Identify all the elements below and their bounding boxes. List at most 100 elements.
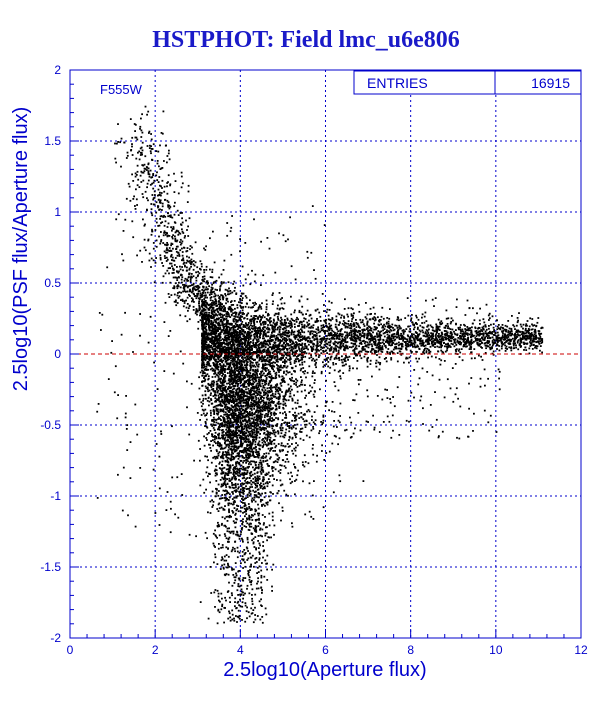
data-point bbox=[196, 295, 199, 298]
data-point bbox=[212, 439, 214, 442]
data-point bbox=[165, 256, 168, 259]
data-point bbox=[212, 444, 214, 447]
data-point bbox=[350, 421, 353, 424]
data-point bbox=[242, 461, 244, 464]
data-point bbox=[203, 302, 206, 305]
data-point bbox=[250, 384, 253, 386]
data-point bbox=[304, 355, 307, 358]
data-point bbox=[274, 395, 277, 398]
data-point bbox=[281, 449, 284, 452]
data-point bbox=[271, 467, 273, 470]
data-point bbox=[215, 469, 218, 472]
data-point bbox=[214, 529, 216, 532]
data-point bbox=[479, 338, 481, 340]
data-point bbox=[291, 379, 293, 382]
data-point bbox=[137, 178, 140, 181]
data-point bbox=[224, 374, 226, 376]
data-point bbox=[262, 345, 265, 348]
data-point bbox=[294, 309, 296, 312]
data-point bbox=[375, 351, 378, 353]
data-point bbox=[180, 186, 183, 189]
data-point bbox=[435, 323, 438, 326]
data-point bbox=[214, 556, 217, 559]
data-point bbox=[240, 501, 243, 503]
data-point bbox=[188, 217, 191, 220]
data-point bbox=[234, 605, 236, 608]
data-point bbox=[267, 363, 270, 366]
data-point bbox=[246, 313, 249, 316]
data-point bbox=[263, 394, 265, 397]
data-point bbox=[470, 339, 473, 342]
data-point bbox=[203, 312, 206, 315]
data-point bbox=[319, 330, 322, 333]
data-point bbox=[139, 467, 142, 469]
data-point bbox=[124, 218, 127, 221]
data-point bbox=[252, 418, 255, 421]
data-point bbox=[254, 478, 257, 480]
data-point bbox=[260, 284, 262, 286]
data-point bbox=[244, 565, 247, 568]
data-point bbox=[342, 340, 345, 342]
data-point bbox=[166, 251, 169, 254]
data-point bbox=[288, 411, 291, 413]
data-point bbox=[376, 395, 379, 397]
data-point bbox=[190, 275, 192, 278]
data-point bbox=[187, 190, 190, 193]
data-point bbox=[257, 488, 260, 491]
data-point bbox=[468, 407, 470, 410]
data-point bbox=[383, 342, 385, 345]
data-point bbox=[360, 350, 363, 353]
data-point bbox=[232, 520, 235, 523]
data-point bbox=[215, 421, 218, 424]
data-point bbox=[360, 321, 362, 324]
data-point bbox=[155, 443, 158, 445]
data-point bbox=[207, 349, 210, 351]
data-point bbox=[291, 443, 293, 445]
data-point bbox=[410, 342, 413, 344]
data-point bbox=[289, 390, 292, 393]
data-point bbox=[260, 419, 262, 422]
data-point bbox=[249, 390, 252, 393]
data-point bbox=[327, 328, 330, 331]
data-point bbox=[238, 409, 241, 412]
data-point bbox=[203, 491, 206, 494]
data-point bbox=[231, 568, 233, 571]
data-point bbox=[215, 400, 218, 403]
data-point bbox=[244, 577, 247, 579]
data-point bbox=[393, 405, 396, 408]
data-point bbox=[265, 351, 268, 354]
data-point bbox=[154, 261, 157, 264]
data-point bbox=[303, 324, 306, 326]
data-point bbox=[251, 269, 253, 272]
data-point bbox=[536, 345, 539, 348]
data-point bbox=[163, 321, 166, 323]
data-point bbox=[226, 520, 229, 522]
data-point bbox=[459, 328, 462, 331]
data-point bbox=[221, 303, 223, 305]
data-point bbox=[258, 565, 261, 568]
data-point bbox=[222, 319, 225, 322]
data-point bbox=[224, 293, 226, 295]
data-point bbox=[201, 323, 203, 326]
data-point bbox=[141, 141, 144, 144]
data-point bbox=[229, 429, 232, 432]
data-point bbox=[256, 327, 259, 330]
data-point bbox=[282, 400, 285, 403]
data-point bbox=[163, 185, 166, 188]
data-point bbox=[386, 331, 388, 334]
data-point bbox=[140, 136, 143, 138]
data-point bbox=[421, 367, 424, 370]
data-point bbox=[262, 314, 264, 317]
data-point bbox=[253, 335, 256, 338]
data-point bbox=[246, 404, 249, 407]
data-point bbox=[213, 441, 216, 443]
data-point bbox=[156, 179, 159, 181]
data-point bbox=[274, 324, 277, 326]
data-point bbox=[345, 344, 347, 347]
data-point bbox=[210, 386, 213, 388]
data-point bbox=[219, 336, 222, 339]
data-point bbox=[233, 408, 236, 411]
data-point bbox=[301, 339, 303, 341]
data-point bbox=[183, 279, 186, 282]
data-point bbox=[446, 323, 449, 325]
